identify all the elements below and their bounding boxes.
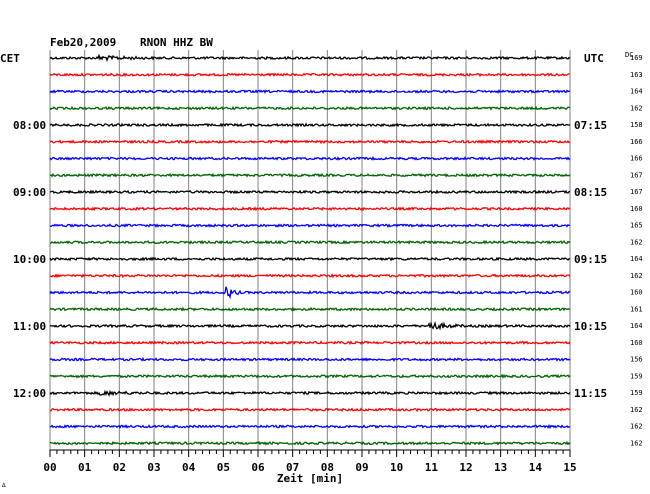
trace-row-14 — [49, 286, 571, 300]
dc-offset-label: 160 — [630, 205, 643, 213]
trace-row-21 — [49, 407, 571, 413]
x-tick-label: 00 — [43, 461, 56, 474]
corner-marker: ∆ — [1, 482, 6, 489]
trace-row-10 — [50, 223, 571, 228]
trace-row-18 — [49, 356, 571, 362]
x-tick-label: 10 — [390, 461, 403, 474]
dc-offset-label: 162 — [630, 439, 643, 447]
x-tick-label: 14 — [529, 461, 543, 474]
x-tick-label: 15 — [563, 461, 576, 474]
trace-row-20 — [49, 389, 571, 397]
grid-layer — [49, 50, 571, 457]
dc-offset-label: 162 — [630, 423, 643, 431]
x-tick-label: 06 — [251, 461, 265, 474]
dc-offset-label: 160 — [630, 339, 643, 347]
trace-row-16 — [49, 321, 571, 331]
x-tick-label: 02 — [113, 461, 126, 474]
x-tick-label: 08 — [321, 461, 334, 474]
dc-offset-label: 166 — [630, 155, 643, 163]
dc-offset-label: 159 — [630, 389, 643, 397]
trace-row-9 — [49, 206, 571, 212]
label-layer: 00 01 02 03 04 05 06 07 08 09 10 11 12 13 14 15 169 163 16… — [13, 54, 643, 474]
dc-offset-label: 162 — [630, 104, 643, 112]
trace-row-4 — [49, 122, 571, 128]
x-tick-label: 11 — [425, 461, 439, 474]
cet-hour-label: 10:00 — [13, 253, 46, 266]
trace-row-5 — [49, 139, 571, 145]
dc-offset-label: 163 — [630, 71, 643, 79]
trace-row-7 — [49, 172, 571, 178]
dc-offset-label: 165 — [630, 222, 643, 230]
dc-offset-label: 164 — [630, 255, 643, 263]
dc-header-label: DC — [625, 51, 633, 59]
trace-row-6 — [49, 156, 571, 161]
trace-row-12 — [49, 256, 571, 262]
cet-hour-label: 08:00 — [13, 119, 46, 132]
utc-hour-label: 10:15 — [574, 320, 607, 333]
x-tick-label: 12 — [459, 461, 472, 474]
utc-hour-label: 11:15 — [574, 387, 607, 400]
cet-hour-label: 09:00 — [13, 186, 46, 199]
trace-row-17 — [49, 340, 571, 346]
utc-hour-label: 07:15 — [574, 119, 607, 132]
dc-offset-label: 162 — [630, 272, 643, 280]
trace-row-1 — [49, 72, 571, 78]
dc-offset-label: 164 — [630, 322, 643, 330]
trace-row-0 — [49, 53, 571, 62]
dc-offset-label: 156 — [630, 356, 643, 364]
utc-hour-label: 09:15 — [574, 253, 607, 266]
right-timezone-label: UTC — [584, 52, 604, 65]
dc-offset-label: 166 — [630, 138, 643, 146]
x-tick-label: 07 — [286, 461, 299, 474]
date-label: Feb20,2009 — [50, 36, 116, 49]
x-axis-label: Zeit [min] — [277, 472, 343, 485]
trace-row-19 — [49, 373, 571, 379]
x-tick-label: 05 — [217, 461, 230, 474]
left-timezone-label: CET — [0, 52, 20, 65]
x-tick-label: 04 — [182, 461, 196, 474]
cet-hour-label: 12:00 — [13, 387, 46, 400]
x-tick-label: 13 — [494, 461, 507, 474]
trace-row-2 — [49, 89, 571, 94]
trace-row-13 — [49, 273, 571, 279]
cet-hour-label: 11:00 — [13, 320, 46, 333]
trace-layer — [49, 53, 571, 446]
dc-offset-label: 159 — [630, 372, 643, 380]
dc-offset-label: 162 — [630, 406, 643, 414]
x-tick-label: 01 — [78, 461, 92, 474]
trace-row-11 — [49, 239, 571, 245]
dc-offset-label: 160 — [630, 289, 643, 297]
x-tick-label: 03 — [147, 461, 160, 474]
dc-offset-label: 158 — [630, 121, 643, 129]
trace-row-22 — [49, 423, 571, 430]
trace-row-3 — [49, 105, 571, 111]
dc-offset-label: 164 — [630, 88, 643, 96]
trace-row-8 — [49, 189, 571, 195]
dc-offset-label: 161 — [630, 305, 643, 313]
dc-offset-label: 167 — [630, 188, 643, 196]
trace-row-23 — [49, 440, 571, 446]
dc-offset-label: 169 — [630, 54, 643, 62]
x-tick-label: 09 — [355, 461, 368, 474]
dc-offset-label: 162 — [630, 238, 643, 246]
utc-hour-label: 08:15 — [574, 186, 607, 199]
trace-row-15 — [49, 306, 571, 312]
dc-offset-label: 167 — [630, 171, 643, 179]
station-label: RNON HHZ BW — [140, 36, 213, 49]
